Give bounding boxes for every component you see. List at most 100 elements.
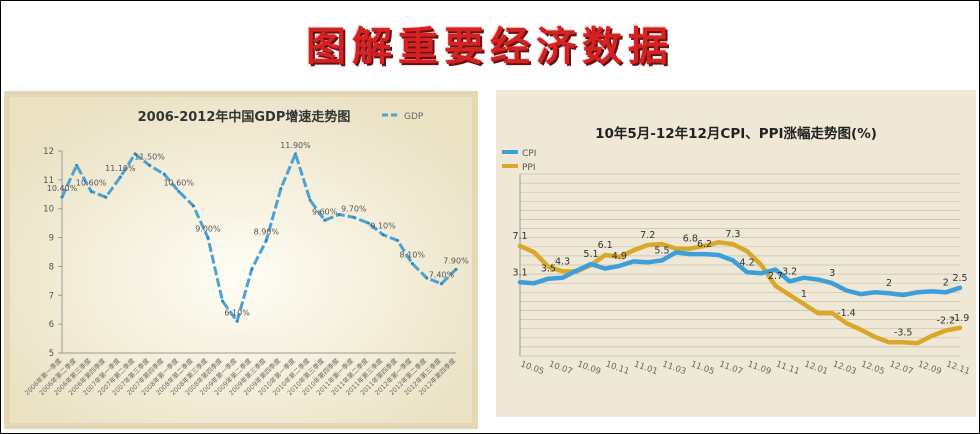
- gdp-chart-panel: 2006-2012年中国GDP增速走势图 GDP 5 6 7 8 9 10 11 12 10.…: [4, 91, 478, 429]
- cpi-ppi-x-tick-label: 11.03: [661, 359, 687, 377]
- gdp-point: [323, 218, 327, 222]
- gdp-axes: 5 6 7 8 9 10 11 12: [43, 147, 456, 359]
- gdp-data-label: 10.60%: [163, 178, 194, 187]
- gdp-data-label: 11.10%: [105, 164, 136, 173]
- gdp-data-label: 7.90%: [443, 256, 469, 265]
- cpi-ppi-x-tick-label: 10.05: [519, 359, 545, 377]
- gdp-point: [162, 172, 166, 176]
- gdp-y-tick-label: 6: [49, 320, 54, 330]
- gdp-data-label: 7.40%: [429, 271, 455, 280]
- cpi-data-label: 3.5: [541, 264, 556, 275]
- gdp-point: [454, 267, 458, 271]
- gdp-point: [177, 189, 181, 193]
- gdp-data-label: 6.10%: [224, 308, 250, 317]
- gdp-point: [425, 276, 429, 280]
- gdp-series: [60, 152, 458, 323]
- cpi-ppi-x-tick-label: 12.03: [831, 359, 857, 377]
- gdp-y-tick-label: 12: [43, 147, 54, 157]
- gdp-plot-background: [10, 97, 472, 423]
- gdp-y-tick-label: 5: [49, 349, 54, 359]
- cpi-ppi-x-tick-label: 11.09: [746, 359, 772, 377]
- gdp-data-label: 9.10%: [370, 222, 396, 231]
- gdp-chart: 2006-2012年中国GDP增速走势图 GDP 5 6 7 8 9 10 11 12 10.…: [10, 97, 472, 423]
- cpi-ppi-data-labels: 3.1 3.55.1 4.9 5.56.24.23.2 32 2 2.57.14.36.17…: [512, 229, 969, 338]
- gdp-point: [206, 236, 210, 240]
- gdp-point: [60, 195, 64, 199]
- cpi-data-label: 6.2: [697, 239, 712, 250]
- ppi-data-label: -1.9: [951, 313, 970, 324]
- cpi-data-label: 3.1: [512, 267, 527, 278]
- cpi-line: [517, 250, 963, 298]
- ppi-data-label: 7.3: [725, 229, 740, 240]
- gdp-point: [250, 267, 254, 271]
- cpi-data-label: 3: [829, 268, 835, 279]
- ppi-data-label: 1: [801, 289, 807, 300]
- gdp-data-label: 8.90%: [254, 227, 280, 236]
- cpi-ppi-x-tick-label: 11.05: [689, 359, 715, 377]
- ppi-data-label: -1.4: [837, 308, 856, 319]
- cpi-ppi-x-tick-label: 11.11: [774, 359, 800, 377]
- gdp-point: [439, 282, 443, 286]
- cpi-ppi-x-tick-label: 10.07: [547, 359, 573, 377]
- gdp-point: [308, 198, 312, 202]
- gdp-point: [381, 233, 385, 237]
- gdp-data-label: 8.10%: [400, 251, 426, 260]
- cpi-ppi-chart-title: 10年5月-12年12月CPI、PPI涨幅走势图(%): [595, 125, 877, 142]
- cpi-data-label: 2.5: [952, 273, 967, 284]
- cpi-ppi-x-tick-label: 10.09: [576, 359, 602, 377]
- cpi-ppi-series: [517, 240, 963, 346]
- gdp-data-label: 10.40%: [47, 184, 78, 193]
- cpi-data-label: 5.1: [583, 249, 598, 260]
- gdp-data-labels: 10.40%10.60%11.10%11.50%10.60%9.00%6.10%…: [47, 141, 469, 317]
- gdp-point: [118, 175, 122, 179]
- gdp-data-label: 11.90%: [280, 141, 311, 150]
- page-title: 图解重要经济数据: [306, 23, 674, 70]
- cpi-ppi-x-tick-label: 12.11: [945, 359, 971, 377]
- gdp-point: [89, 189, 93, 193]
- gdp-point: [75, 163, 79, 167]
- cpi-ppi-chart-panel: 10年5月-12年12月CPI、PPI涨幅走势图(%) CPI PPI 3.1 3…: [496, 90, 976, 417]
- gdp-y-tick-label: 10: [43, 205, 54, 215]
- cpi-ppi-x-tick-label: 12.09: [916, 359, 942, 377]
- cpi-data-label: 3.2: [782, 266, 797, 277]
- gdp-point: [235, 319, 239, 323]
- gdp-point: [293, 152, 297, 156]
- cpi-data-label: 2: [943, 277, 949, 288]
- cpi-ppi-x-tick-label: 11.07: [718, 359, 744, 377]
- gdp-data-label: 9.70%: [341, 204, 367, 213]
- cpi-legend-label: CPI: [522, 149, 536, 159]
- cpi-ppi-x-tick-label: 10.11: [604, 359, 630, 377]
- gdp-data-label: 11.50%: [134, 152, 165, 161]
- ppi-data-label: 2.7: [768, 271, 783, 282]
- gdp-point: [221, 299, 225, 303]
- gdp-point: [191, 204, 195, 208]
- cpi-data-label: 5.5: [654, 245, 669, 256]
- gdp-data-label: 9.00%: [195, 225, 221, 234]
- cpi-ppi-x-tick-label: 12.05: [860, 359, 886, 377]
- gdp-chart-title: 2006-2012年中国GDP增速走势图: [138, 109, 351, 125]
- ppi-legend-label: PPI: [522, 163, 536, 173]
- gdp-line: [60, 152, 458, 323]
- ppi-data-label: 4.3: [555, 256, 570, 267]
- gdp-y-tick-label: 7: [49, 291, 54, 301]
- cpi-ppi-x-tick-label: 11.01: [633, 359, 659, 377]
- gdp-point: [366, 221, 370, 225]
- ppi-data-label: 6.8: [683, 234, 698, 245]
- gdp-data-label: 9.60%: [312, 207, 338, 216]
- gdp-point: [104, 195, 108, 199]
- cpi-ppi-x-tick-label: 12.07: [888, 359, 914, 377]
- gdp-point: [279, 187, 283, 191]
- gdp-point: [352, 215, 356, 219]
- ppi-data-label: -2.2: [937, 316, 956, 327]
- gdp-data-label: 10.60%: [76, 178, 107, 187]
- gdp-y-tick-label: 8: [49, 262, 54, 272]
- gdp-y-tick-label: 9: [49, 234, 54, 244]
- cpi-data-label: 4.9: [612, 251, 627, 262]
- gdp-legend-label: GDP: [404, 112, 424, 122]
- gdp-point: [410, 262, 414, 266]
- gdp-point: [396, 238, 400, 242]
- gdp-point: [264, 238, 268, 242]
- gdp-y-tick-label: 11: [43, 176, 54, 186]
- cpi-data-label: 4.2: [740, 257, 755, 268]
- cpi-ppi-x-tick-label: 12.01: [803, 359, 829, 377]
